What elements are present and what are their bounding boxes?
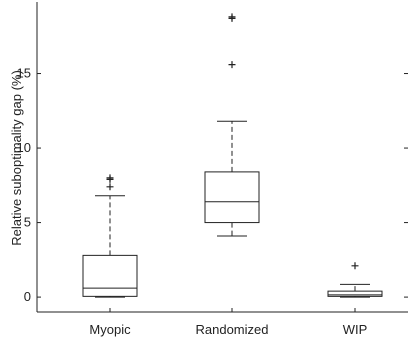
iqr-box xyxy=(327,290,383,297)
y-tick-label: 15 xyxy=(17,66,31,81)
box-group-randomized xyxy=(204,13,260,237)
x-tick-label: WIP xyxy=(343,322,368,337)
outlier-point xyxy=(106,183,114,191)
y-tick-label: 5 xyxy=(24,215,31,230)
outlier-point xyxy=(351,262,359,270)
x-tick-label: Myopic xyxy=(89,322,131,337)
iqr-box xyxy=(82,254,138,297)
y-tick-label: 0 xyxy=(24,289,31,304)
iqr-box xyxy=(204,171,260,224)
x-tick-label: Randomized xyxy=(196,322,269,337)
y-axis-title: Relative suboptimality gap (%) xyxy=(9,70,24,246)
box-group-wip xyxy=(327,262,383,298)
outlier-point xyxy=(106,174,114,182)
outlier-point xyxy=(228,13,236,21)
y-tick-label: 10 xyxy=(17,140,31,155)
box-group-myopic xyxy=(82,174,138,298)
outlier-point xyxy=(228,61,236,69)
